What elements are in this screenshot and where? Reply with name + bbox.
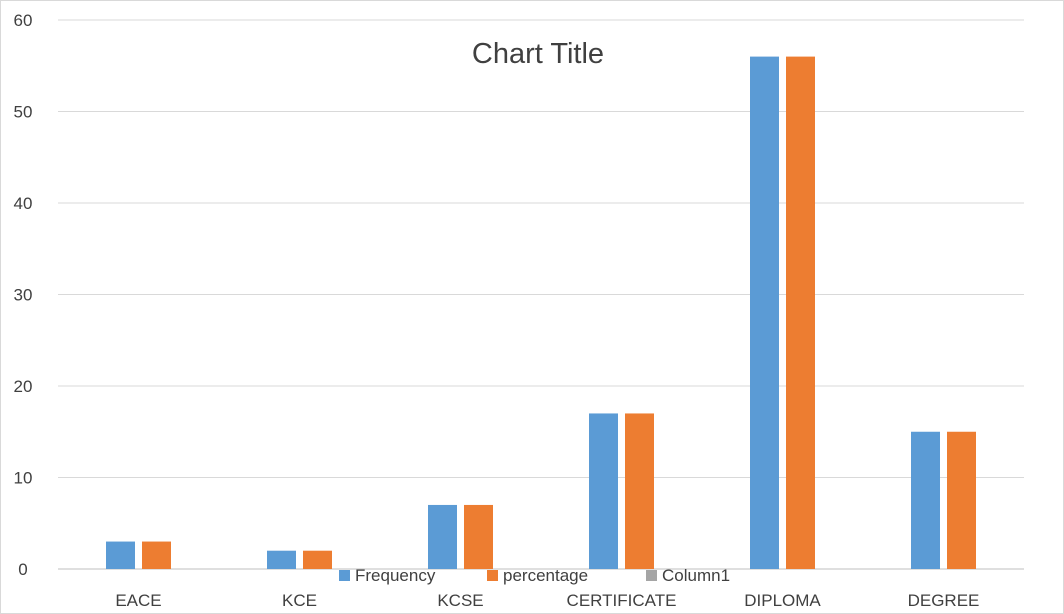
y-tick-label: 40	[14, 194, 33, 213]
bar-frequency-eace	[106, 541, 135, 569]
legend-label-column1: Column1	[662, 566, 730, 585]
legend-label-frequency: Frequency	[355, 566, 436, 585]
bar-percentage-certificate	[625, 413, 654, 569]
bar-frequency-degree	[911, 431, 940, 569]
bar-percentage-kce	[303, 550, 332, 569]
bar-percentage-eace	[142, 541, 171, 569]
bar-frequency-kcse	[428, 504, 457, 569]
x-tick-label: EACE	[115, 591, 161, 610]
bar-percentage-diploma	[786, 56, 815, 570]
bar-percentage-degree	[947, 431, 976, 569]
bar-frequency-diploma	[750, 56, 779, 570]
y-tick-label: 10	[14, 469, 33, 488]
bars	[106, 56, 976, 570]
y-axis-ticks: 0 10 20 30 40 50 60	[14, 11, 33, 579]
y-tick-label: 60	[14, 11, 33, 30]
x-tick-label: KCSE	[437, 591, 483, 610]
legend-swatch-column1	[646, 570, 657, 581]
x-axis-ticks: EACE KCE KCSE CERTIFICATE DIPLOMA DEGREE	[115, 591, 979, 610]
x-tick-label: KCE	[282, 591, 317, 610]
bar-frequency-certificate	[589, 413, 618, 569]
legend-swatch-frequency	[339, 570, 350, 581]
y-tick-label: 20	[14, 377, 33, 396]
x-tick-label: DIPLOMA	[744, 591, 821, 610]
legend-swatch-percentage	[487, 570, 498, 581]
gridlines	[58, 19, 1024, 570]
legend-label-percentage: percentage	[503, 566, 588, 585]
y-tick-label: 30	[14, 286, 33, 305]
chart-title: Chart Title	[472, 38, 604, 70]
x-tick-label: CERTIFICATE	[567, 591, 677, 610]
bar-percentage-kcse	[464, 504, 493, 569]
bar-frequency-kce	[267, 550, 296, 569]
legend: Frequency percentage Column1	[339, 566, 730, 585]
y-tick-label: 50	[14, 103, 33, 122]
x-tick-label: DEGREE	[908, 591, 980, 610]
y-tick-label: 0	[18, 560, 27, 579]
